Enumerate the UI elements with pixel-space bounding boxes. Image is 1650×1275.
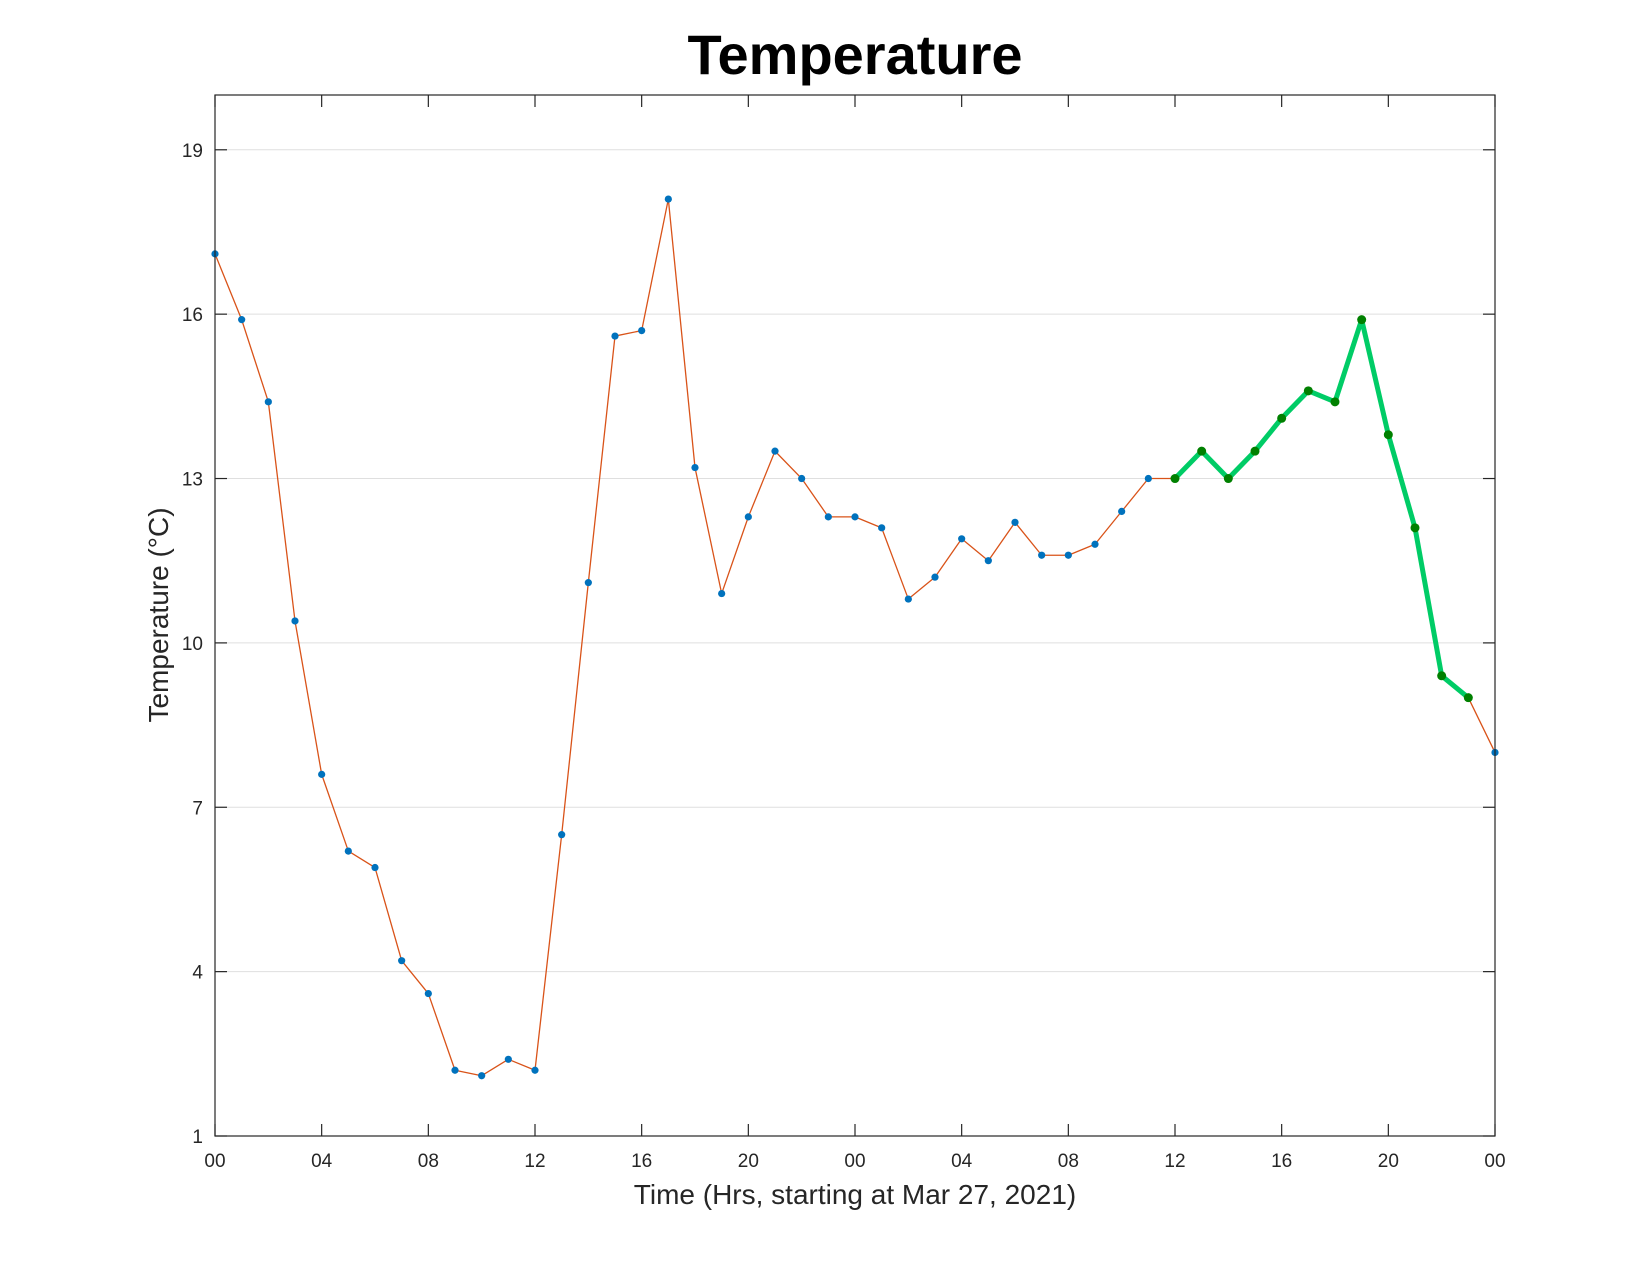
x-tick-label: 20: [1378, 1151, 1399, 1172]
highlight-data-point: [1277, 413, 1287, 423]
x-tick-label: 08: [418, 1151, 439, 1172]
data-point: [878, 524, 886, 532]
x-tick-label: 12: [1164, 1151, 1185, 1172]
highlight-data-point: [1357, 315, 1367, 325]
series-layer: [211, 195, 1499, 1080]
data-point: [904, 595, 912, 603]
data-point: [1011, 518, 1019, 526]
y-tick-label: 13: [182, 470, 203, 491]
x-tick-label: 16: [1271, 1151, 1292, 1172]
plot-frame: [214, 94, 1496, 1137]
data-point: [398, 957, 406, 965]
x-tick-label: 00: [204, 1151, 225, 1172]
data-point: [264, 398, 272, 406]
temperature-series-line: [214, 198, 1496, 1077]
highlight-data-point: [1330, 397, 1340, 407]
highlight-data-point: [1303, 386, 1313, 396]
x-tick-label: 08: [1058, 1151, 1079, 1172]
data-point: [931, 573, 939, 581]
y-tick-label: 4: [192, 963, 203, 984]
highlight-data-point: [1463, 693, 1473, 703]
data-point: [1144, 474, 1152, 483]
highlight-data-point: [1197, 446, 1207, 456]
data-point: [718, 589, 726, 598]
data-point: [1038, 551, 1046, 559]
y-tick-label: 19: [182, 141, 203, 162]
x-tick-label: 12: [524, 1151, 545, 1172]
data-point: [611, 332, 619, 340]
highlight-series-line: [1172, 317, 1471, 701]
y-tick-label: 1: [192, 1127, 203, 1148]
axis-ticks: 1 4 7 10 13 16 19 00 04 08 12 16 20 00 04 08 12 16 20 00: [182, 95, 1506, 1172]
x-tick-label: 04: [311, 1151, 333, 1172]
data-point: [291, 617, 299, 625]
data-point: [478, 1072, 486, 1080]
highlight-data-point: [1223, 474, 1233, 484]
data-point: [371, 863, 379, 872]
highlight-data-point: [1410, 523, 1420, 533]
highlight-data-point: [1170, 474, 1180, 484]
data-point: [1064, 551, 1072, 559]
data-point: [531, 1066, 539, 1074]
data-point: [691, 463, 699, 472]
data-point: [451, 1066, 459, 1074]
highlight-data-point: [1383, 430, 1393, 440]
data-point: [824, 513, 832, 521]
data-point: [238, 316, 246, 324]
x-tick-label: 00: [1484, 1151, 1505, 1172]
data-point: [958, 535, 966, 543]
data-point: [638, 326, 646, 335]
highlight-data-point: [1250, 446, 1260, 456]
data-point: [1091, 540, 1099, 548]
y-axis-label: Temperature (°C): [143, 507, 174, 722]
y-tick-label: 7: [192, 798, 203, 819]
grid-lines: [215, 149, 1495, 973]
data-point: [771, 447, 779, 455]
highlight-series: [1170, 315, 1473, 703]
x-tick-label: 20: [738, 1151, 759, 1172]
data-point: [424, 989, 432, 998]
data-point: [798, 474, 806, 483]
data-point: [318, 770, 326, 778]
data-point: [1118, 507, 1126, 515]
data-point: [344, 847, 352, 855]
y-tick-label: 16: [182, 305, 203, 326]
data-point: [984, 557, 992, 565]
data-point: [504, 1055, 512, 1063]
x-tick-label: 16: [631, 1151, 652, 1172]
x-tick-label: 04: [951, 1151, 973, 1172]
data-point: [558, 831, 566, 839]
chart-title: Temperature: [687, 23, 1022, 86]
highlight-data-point: [1437, 671, 1447, 681]
x-tick-label: 00: [844, 1151, 865, 1172]
data-point: [851, 513, 859, 521]
data-point: [744, 513, 752, 521]
data-point: [664, 195, 672, 203]
y-tick-label: 10: [182, 634, 203, 655]
temperature-series: [211, 195, 1499, 1080]
x-axis-label: Time (Hrs, starting at Mar 27, 2021): [634, 1179, 1076, 1210]
data-point: [584, 579, 592, 587]
